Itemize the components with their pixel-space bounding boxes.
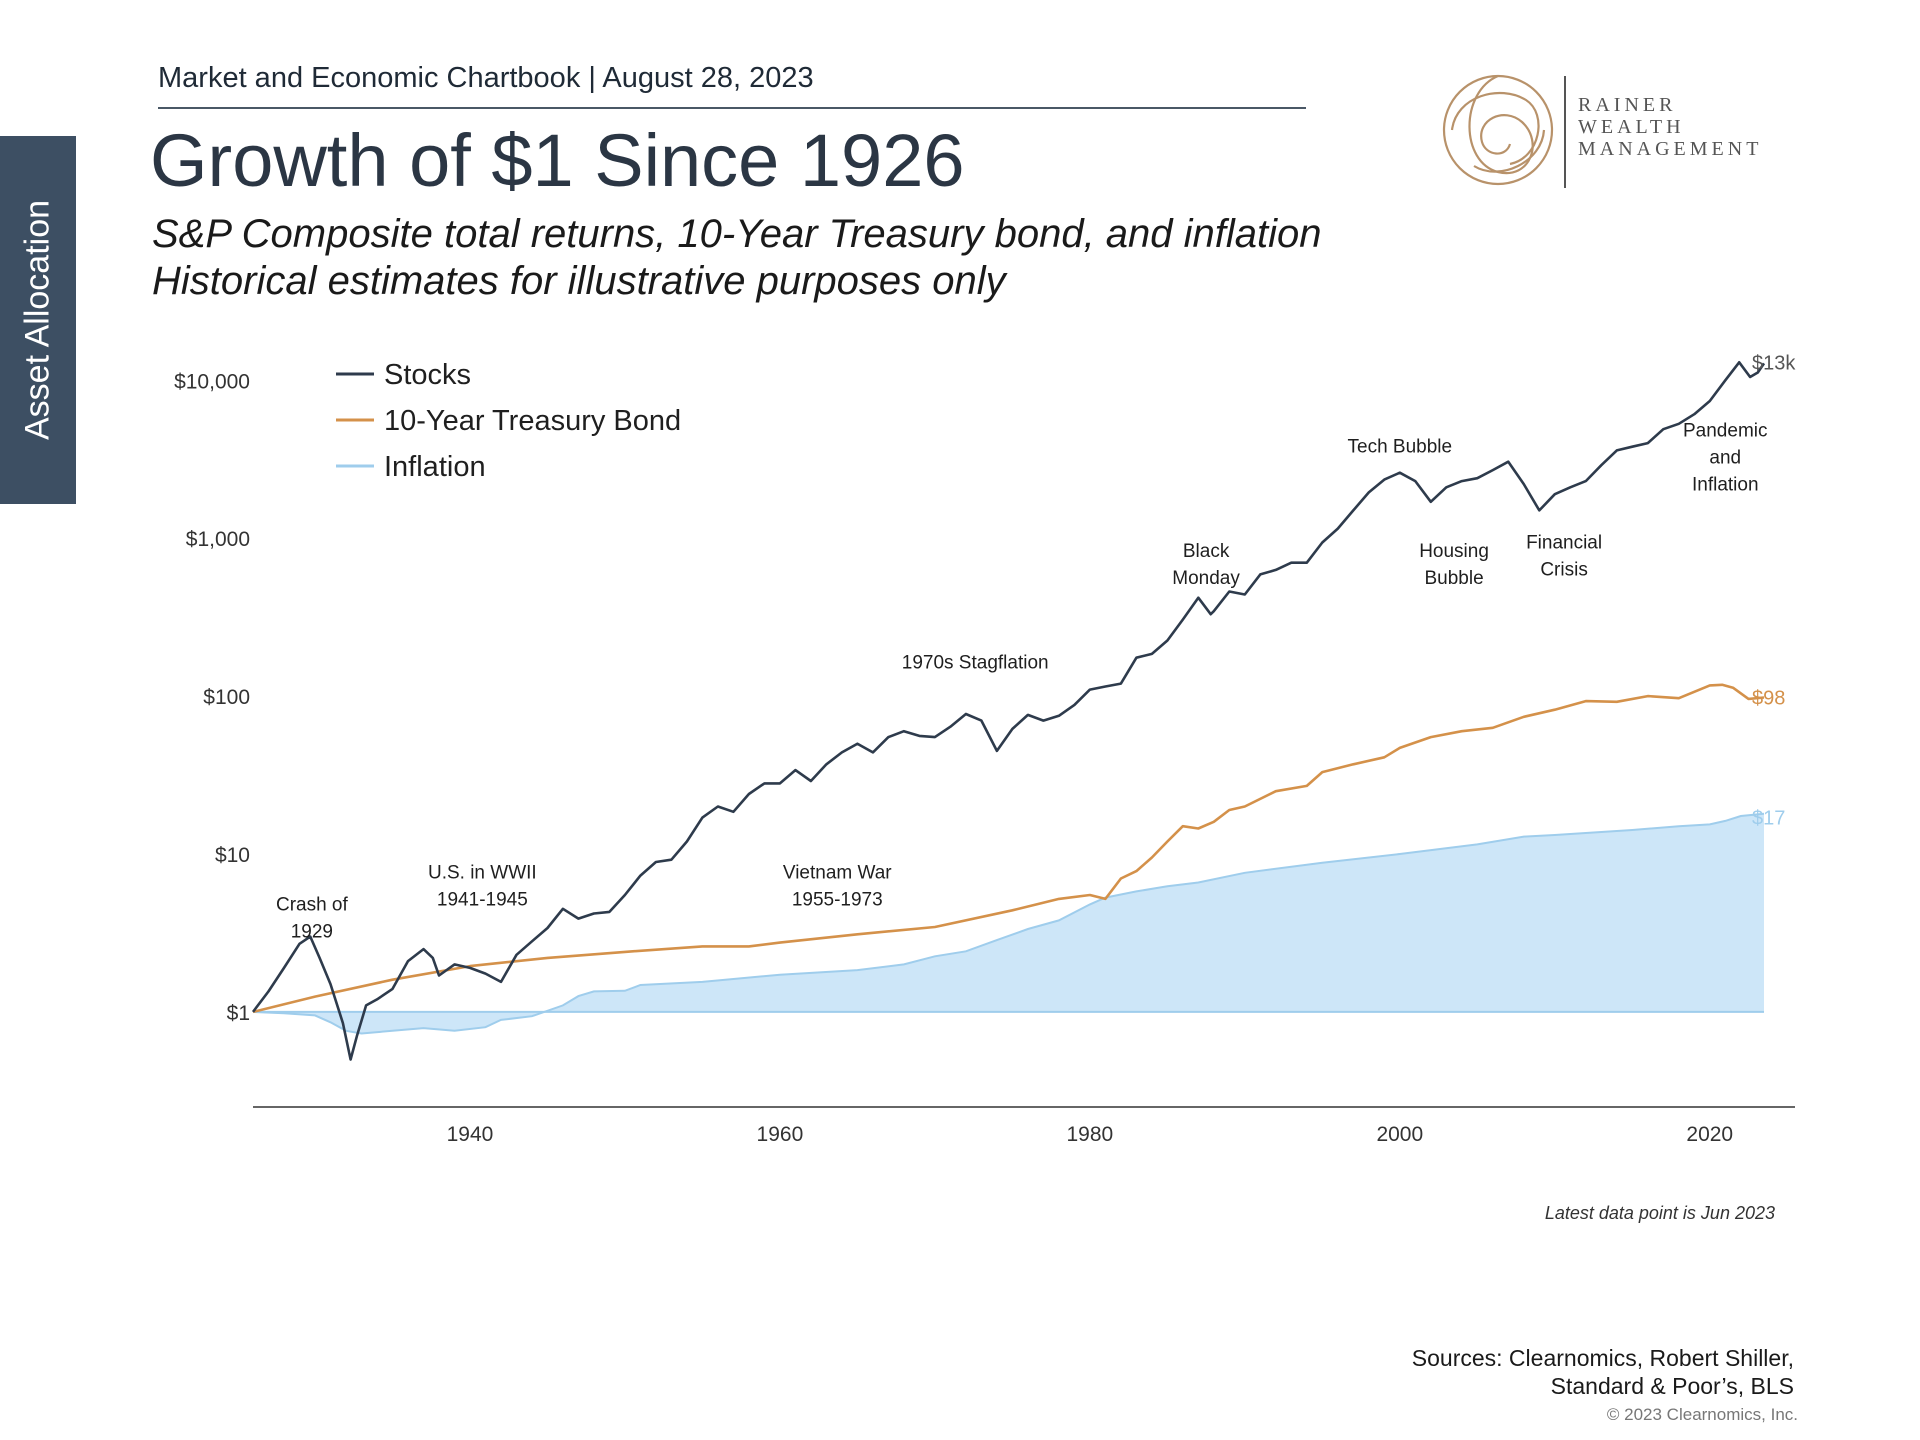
- x-tick-label: 2000: [1376, 1123, 1423, 1146]
- y-tick-label: $10,000: [174, 370, 250, 393]
- annotation-wwii: U.S. in WWII: [428, 862, 537, 883]
- x-tick-label: 1980: [1067, 1123, 1114, 1146]
- annotation-vietnam: 1955-1973: [792, 889, 883, 910]
- page-title: Growth of $1 Since 1926: [150, 119, 965, 202]
- inflation-area: [253, 813, 1764, 1034]
- legend-label: Inflation: [384, 451, 486, 483]
- annotation-financial: Crisis: [1540, 560, 1588, 581]
- legend-label: 10-Year Treasury Bond: [384, 405, 681, 437]
- end-label: $13k: [1752, 352, 1796, 374]
- end-label: $98: [1752, 688, 1785, 710]
- end-label: $17: [1752, 808, 1785, 830]
- annotation-black-monday: Monday: [1172, 568, 1240, 589]
- y-tick-label: $1: [227, 1002, 250, 1025]
- logo-text-3: MANAGEMENT: [1578, 138, 1763, 160]
- logo-text-2: WEALTH: [1578, 116, 1685, 138]
- x-tick-label: 1960: [757, 1123, 804, 1146]
- annotation-tech-bubble: Tech Bubble: [1348, 436, 1453, 457]
- header-divider: [158, 107, 1306, 109]
- annotation-crash: Crash of: [276, 894, 349, 915]
- logo-text-1: RAINER: [1578, 94, 1677, 116]
- annotation-pandemic: Pandemic: [1683, 421, 1768, 442]
- subtitle-line-2: Historical estimates for illustrative pu…: [152, 259, 1006, 303]
- annotation-wwii: 1941-1945: [437, 889, 528, 910]
- sources: Sources: Clearnomics, Robert Shiller, St…: [1412, 1344, 1794, 1400]
- inflation-line: [252, 812, 1765, 1035]
- annotation-housing: Bubble: [1424, 568, 1483, 589]
- y-tick-label: $100: [203, 686, 250, 709]
- stocks-line: [251, 361, 1766, 1061]
- logo-divider: [1564, 76, 1566, 188]
- header-text: Market and Economic Chartbook | August 2…: [158, 62, 814, 94]
- sources-line-2: Standard & Poor’s, BLS: [1550, 1373, 1794, 1399]
- x-tick-label: 1940: [447, 1123, 494, 1146]
- annotation-black-monday: Black: [1183, 541, 1230, 562]
- legend-label: Stocks: [384, 359, 471, 391]
- y-tick-label: $1,000: [186, 528, 250, 551]
- logo-icon: [1442, 74, 1554, 186]
- x-tick-label: 2020: [1686, 1123, 1733, 1146]
- bonds-line: [252, 683, 1765, 1014]
- copyright: © 2023 Clearnomics, Inc.: [1606, 1405, 1798, 1424]
- annotation-stagflation: 1970s Stagflation: [902, 652, 1049, 673]
- annotation-financial: Financial: [1526, 533, 1602, 554]
- annotation-housing: Housing: [1419, 541, 1489, 562]
- annotation-pandemic: and: [1709, 448, 1741, 469]
- annotation-vietnam: Vietnam War: [783, 862, 892, 883]
- annotation-pandemic: Inflation: [1692, 475, 1759, 496]
- y-tick-label: $10: [215, 844, 250, 867]
- annotation-crash: 1929: [291, 921, 333, 942]
- sources-line-1: Sources: Clearnomics, Robert Shiller,: [1411, 1345, 1794, 1371]
- footnote: Latest data point is Jun 2023: [1545, 1203, 1775, 1223]
- subtitle-line-1: S&P Composite total returns, 10-Year Tre…: [152, 212, 1322, 256]
- side-tab: Asset Allocation: [0, 136, 76, 504]
